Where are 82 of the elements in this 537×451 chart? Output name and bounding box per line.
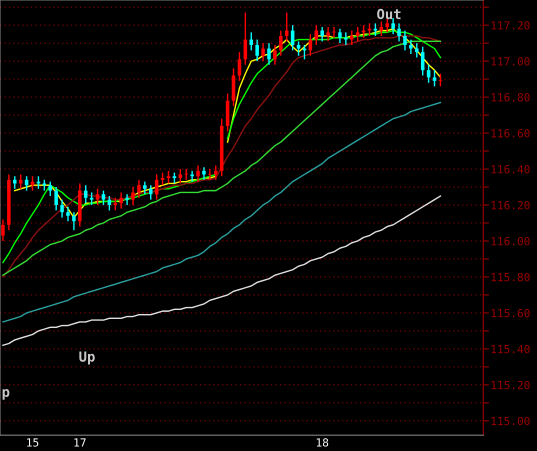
candlestick <box>420 46 424 76</box>
candlestick <box>196 164 200 182</box>
candlestick <box>397 22 401 42</box>
y-tick-label: 116.00 <box>492 236 530 246</box>
candlestick <box>409 38 413 55</box>
candlestick <box>36 176 40 190</box>
candlestick <box>96 188 100 206</box>
annotation: p <box>2 389 10 400</box>
candlestick <box>48 180 52 197</box>
x-tick-label: 15 <box>27 438 38 447</box>
candlestick <box>350 30 354 46</box>
candlestick <box>314 24 318 46</box>
candlestick <box>320 26 324 42</box>
candlestick <box>255 38 259 62</box>
y-tick-label: 115.80 <box>492 272 530 282</box>
candlestick <box>368 22 372 37</box>
candlestick <box>438 73 442 88</box>
candlestick <box>284 12 288 42</box>
candlestick <box>238 51 242 82</box>
candlestick <box>108 195 112 212</box>
x-tick-label: 17 <box>74 438 86 446</box>
candlestick <box>131 186 135 206</box>
line-series <box>2 195 442 346</box>
candlestick <box>273 44 277 66</box>
candlestick <box>137 179 141 199</box>
candlestick <box>66 206 70 222</box>
candlestick <box>308 33 312 56</box>
candlestick <box>415 42 419 58</box>
y-tick-label: 116.60 <box>492 129 530 138</box>
candlestick <box>143 180 147 195</box>
candlestick <box>380 20 384 37</box>
y-tick-label: 115.00 <box>492 416 530 426</box>
candlestick <box>13 176 17 190</box>
candlestick <box>326 26 330 42</box>
candlestick <box>261 42 265 62</box>
candlestick <box>166 170 170 184</box>
candlestick <box>84 184 88 204</box>
candlestick <box>119 192 123 210</box>
candlestick <box>290 24 294 52</box>
y-tick-label: 115.20 <box>492 380 530 390</box>
candlestick <box>30 176 34 192</box>
candlestick <box>1 218 5 242</box>
candlestick <box>338 28 342 44</box>
candlestick <box>172 172 176 184</box>
candlestick <box>332 26 336 38</box>
candlestick <box>178 168 182 184</box>
annotation: Up <box>79 351 95 364</box>
candlestick <box>154 174 158 200</box>
candlestick <box>60 198 64 218</box>
candlestick <box>208 168 212 181</box>
candlestick <box>54 186 58 212</box>
candlestick <box>249 32 254 52</box>
candlestick <box>184 168 188 181</box>
candlestick <box>72 212 76 231</box>
candlestick <box>267 42 271 66</box>
candlestick <box>160 172 164 186</box>
y-tick-label: 116.80 <box>492 93 530 102</box>
candlestick <box>24 176 28 192</box>
candlestick <box>279 30 283 56</box>
candlestick <box>296 40 300 56</box>
candlestick <box>244 12 248 66</box>
candlestick <box>302 44 306 60</box>
candlestick <box>214 164 218 181</box>
y-tick-label: 116.20 <box>492 201 530 210</box>
candlestick <box>362 24 366 38</box>
candlestick <box>432 69 436 88</box>
candlestick <box>114 197 118 212</box>
y-tick-label: 115.60 <box>492 308 530 318</box>
x-tick-label: 18 <box>316 438 328 447</box>
candlestick <box>356 26 360 42</box>
y-tick-label: 115.40 <box>492 344 530 354</box>
candlestick <box>18 174 22 190</box>
candlestick <box>403 30 407 52</box>
y-tick-label: 117.20 <box>492 21 530 30</box>
y-tick-label: 116.40 <box>492 165 530 174</box>
candlestick <box>102 190 106 206</box>
line-series <box>2 102 442 323</box>
y-tick-label: 117.00 <box>492 57 530 66</box>
candlestick <box>202 166 206 181</box>
candlestick <box>148 184 153 200</box>
annotation: Out <box>377 8 401 20</box>
candlestick <box>426 64 430 84</box>
